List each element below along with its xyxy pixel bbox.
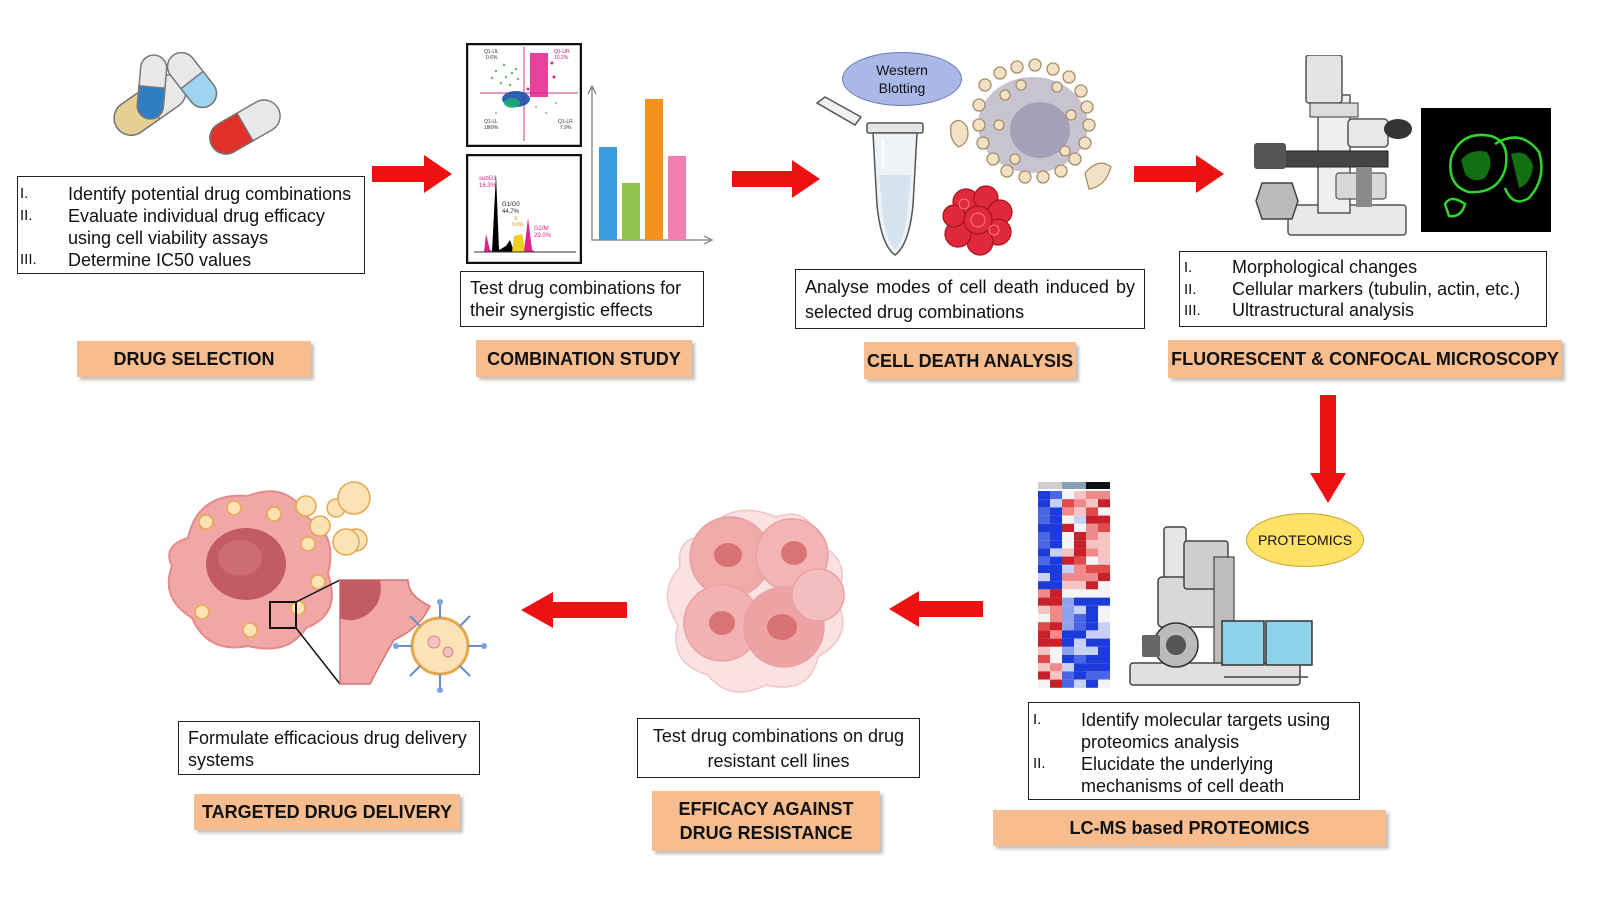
mass-spectrometer-icon <box>1129 526 1313 686</box>
cell-death-label: CELL DEATH ANALYSIS <box>864 342 1076 379</box>
arrow-left-2 <box>521 592 627 628</box>
svg-text:S: S <box>514 216 518 222</box>
flow-cytometry-plot: Q1-UL 0.6% Q1-UR 10.2% Q1-LL 18.9% Q1-LR… <box>466 43 582 147</box>
drug-resistance-box: Test drug combinations on drug resistant… <box>637 718 920 778</box>
drug-resistance-label: EFFICACY AGAINST DRUG RESISTANCE <box>652 791 880 851</box>
targeted-delivery-text: Formulate efficacious drug delivery syst… <box>188 728 467 770</box>
cell-cycle-histogram: subG1 16.3% G1/G0 44.7% S 9.8% G2/M 29.0… <box>466 154 582 264</box>
western-blotting-bubble: Western Blotting <box>842 52 962 106</box>
nanoparticle-icon <box>194 481 371 638</box>
svg-text:Q1-UL: Q1-UL <box>484 49 499 55</box>
cell-death-text: Analyse modes of cell death induced by s… <box>805 277 1135 322</box>
capsule-icon-blue <box>136 54 168 120</box>
necrotic-cell-icon <box>942 185 1013 256</box>
cancer-cell-cluster-icon <box>666 509 845 693</box>
cell-death-box: Analyse modes of cell death induced by s… <box>795 269 1145 329</box>
svg-text:9.8%: 9.8% <box>512 222 524 228</box>
capsule-icon-red <box>209 99 281 155</box>
svg-text:7.9%: 7.9% <box>560 125 572 131</box>
microscope-icon <box>1254 55 1412 236</box>
drug-selection-box: I. Identify potential drug combinations I… <box>17 176 365 274</box>
svg-text:G1/G0: G1/G0 <box>502 202 520 208</box>
proteomics-bubble: PROTEOMICS <box>1246 513 1364 567</box>
combination-study-label: COMBINATION STUDY <box>476 340 692 377</box>
arrow-right-1 <box>372 155 452 193</box>
bar-3 <box>645 99 663 240</box>
microscopy-box: I. Morphological changes II. Cellular mark… <box>1179 251 1547 327</box>
flow-dots-green <box>490 63 520 87</box>
list-item: II. Evaluate individual drug efficacy usi… <box>20 206 325 248</box>
bar-2 <box>622 183 640 240</box>
combination-study-box: Test drug combinations for their synergi… <box>460 271 704 327</box>
proteomics-box: I. Identify molecular targets using prote… <box>1028 702 1360 800</box>
bar-chart-icon <box>587 84 714 245</box>
svg-text:16.3%: 16.3% <box>479 183 497 189</box>
proteomics-label: LC-MS based PROTEOMICS <box>993 810 1386 846</box>
targeted-delivery-illustration <box>167 481 487 693</box>
bar-1 <box>599 147 617 240</box>
arrow-right-2 <box>732 160 820 198</box>
bar-4 <box>668 156 686 240</box>
arrow-left-1 <box>889 591 983 627</box>
arrow-right-3 <box>1134 155 1224 193</box>
svg-text:44.7%: 44.7% <box>502 209 520 215</box>
apoptotic-cell-icon <box>950 58 1112 190</box>
combination-study-text: Test drug combinations for their synergi… <box>470 278 682 320</box>
svg-text:subG1: subG1 <box>479 176 497 182</box>
svg-text:Q1-LL: Q1-LL <box>484 119 498 125</box>
fluorescence-image <box>1421 108 1551 232</box>
drug-selection-label: DRUG SELECTION <box>77 341 311 377</box>
flow-dots-blue <box>502 91 530 108</box>
svg-text:18.9%: 18.9% <box>484 125 499 131</box>
svg-text:29.0%: 29.0% <box>534 233 552 239</box>
svg-text:Q1-UR: Q1-UR <box>554 49 570 55</box>
svg-text:0.6%: 0.6% <box>486 55 498 61</box>
capsule-icon-lightblue <box>166 51 218 109</box>
targeted-delivery-box: Formulate efficacious drug delivery syst… <box>178 721 480 775</box>
list-item: I. Morphological changes <box>1184 257 1418 277</box>
list-item: I. Identify potential drug combinations <box>20 184 352 204</box>
list-item: II. Cellular markers (tubulin, actin, etc… <box>1184 278 1521 299</box>
heatmap-icon <box>1038 482 1110 688</box>
microtube-icon <box>815 96 924 256</box>
list-item: III. Determine IC50 values <box>20 250 252 270</box>
svg-text:G2/M: G2/M <box>534 226 549 232</box>
targeted-delivery-label: TARGETED DRUG DELIVERY <box>194 794 460 830</box>
drug-resistance-text: Test drug combinations on drug resistant… <box>652 726 905 771</box>
flow-dots-pink <box>526 53 556 97</box>
list-item: III. Ultrastructural analysis <box>1184 300 1415 320</box>
microscopy-label: FLUORESCENT & CONFOCAL MICROSCOPY <box>1168 340 1562 378</box>
svg-text:10.2%: 10.2% <box>554 55 569 61</box>
arrow-down <box>1310 395 1346 503</box>
svg-text:Q1-LR: Q1-LR <box>558 119 573 125</box>
list-item: I. Identify molecular targets using prote… <box>1033 710 1331 752</box>
list-item: II. Elucidate the underlying mechanisms o… <box>1033 754 1285 796</box>
capsules-icon <box>113 51 281 155</box>
